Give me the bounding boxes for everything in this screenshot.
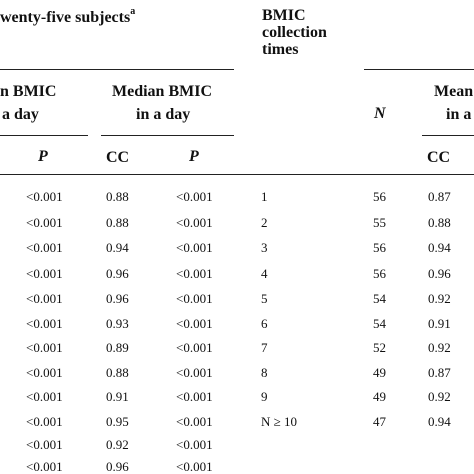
collection-times-cell: 2 [261,215,268,230]
cc-cell: 0.94 [106,240,129,255]
n-label: N [374,105,386,122]
p-value-cell: <0.001 [26,365,63,380]
p-value-cell: <0.001 [26,215,63,230]
cc-label-right: CC [427,149,451,166]
collection-times-header-line2: collection [262,24,327,41]
mean-bmic-header-line2: a day [2,106,39,123]
p-value-cell: <0.001 [26,240,63,255]
collection-times-cell: 7 [261,340,268,355]
p-label-1: P [38,148,48,165]
cc-cell: 0.91 [106,389,129,404]
n-cell: 49 [373,365,386,380]
p-value-cell: <0.001 [176,266,213,281]
left-subheader-rule-1 [0,135,88,136]
left-group-title-text: wenty-five subjects [0,9,131,26]
cc-cell: 0.94 [428,414,451,429]
cc-cell: 0.88 [106,365,129,380]
n-cell: 56 [373,240,386,255]
n-cell: 49 [373,389,386,404]
p-value-cell: <0.001 [26,189,63,204]
n-cell: 54 [373,291,386,306]
cc-cell: 0.92 [106,437,129,452]
collection-times-cell: 3 [261,240,268,255]
p-value-cell: <0.001 [26,389,63,404]
p-value-cell: <0.001 [26,414,63,429]
cc-cell: 0.95 [106,414,129,429]
n-cell: 55 [373,215,386,230]
cc-cell: 0.88 [106,215,129,230]
collection-times-cell: 9 [261,389,268,404]
p-value-cell: <0.001 [176,365,213,380]
left-group-title-rule [0,69,234,70]
n-cell: 56 [373,189,386,204]
cc-cell: 0.92 [428,389,451,404]
n-cell: 47 [373,414,386,429]
left-group-title-footnote: a [130,6,136,17]
cc-cell: 0.92 [428,340,451,355]
cc-cell: 0.96 [106,459,129,474]
cc-cell: 0.94 [428,240,451,255]
cc-cell: 0.87 [428,189,451,204]
p-value-cell: <0.001 [26,291,63,306]
cc-cell: 0.89 [106,340,129,355]
cc-cell: 0.88 [106,189,129,204]
cc-cell: 0.93 [106,316,129,331]
n-cell: 54 [373,316,386,331]
p-value-cell: <0.001 [176,414,213,429]
collection-times-cell: 8 [261,365,268,380]
cc-cell: 0.92 [428,291,451,306]
p-value-cell: <0.001 [26,266,63,281]
median-bmic-header-line1: Median BMIC [112,83,212,100]
p-value-cell: <0.001 [176,291,213,306]
collection-times-cell: 6 [261,316,268,331]
mean-header-right-line2: in a [446,106,472,123]
p-value-cell: <0.001 [176,316,213,331]
mean-bmic-header-line1: n BMIC [0,83,57,100]
left-group-title: wenty-five subjectsa [0,7,135,26]
cc-cell: 0.91 [428,316,451,331]
cc-cell: 0.96 [106,266,129,281]
right-group-title-rule [364,69,474,70]
collection-times-header-line1: BMIC [262,7,306,24]
p-value-cell: <0.001 [176,389,213,404]
median-bmic-header-line2: in a day [136,106,191,123]
p-value-cell: <0.001 [176,215,213,230]
n-cell: 56 [373,266,386,281]
cc-cell: 0.87 [428,365,451,380]
collection-times-cell: N ≥ 10 [261,414,298,429]
mean-header-right-line1: Mean [434,83,474,100]
p-value-cell: <0.001 [176,340,213,355]
cc-label-left: CC [106,149,130,166]
p-value-cell: <0.001 [26,316,63,331]
p-value-cell: <0.001 [176,437,213,452]
p-value-cell: <0.001 [26,459,63,474]
collection-times-cell: 4 [261,266,268,281]
p-value-cell: <0.001 [26,437,63,452]
right-subheader-rule [422,135,474,136]
p-value-cell: <0.001 [176,459,213,474]
p-value-cell: <0.001 [26,340,63,355]
cc-cell: 0.88 [428,215,451,230]
collection-times-header-line3: times [262,41,299,58]
header-bottom-rule [0,174,474,175]
left-subheader-rule-2 [101,135,234,136]
collection-times-cell: 1 [261,189,268,204]
cc-cell: 0.96 [106,291,129,306]
p-label-2: P [189,148,199,165]
p-value-cell: <0.001 [176,240,213,255]
p-value-cell: <0.001 [176,189,213,204]
cc-cell: 0.96 [428,266,451,281]
n-cell: 52 [373,340,386,355]
collection-times-cell: 5 [261,291,268,306]
